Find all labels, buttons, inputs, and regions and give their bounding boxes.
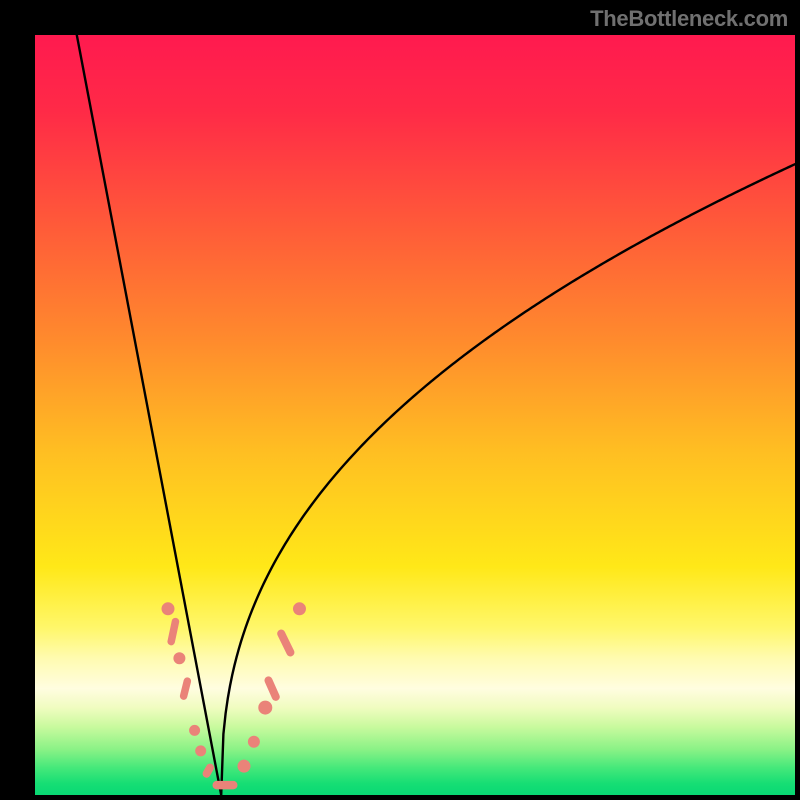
curve-marker [293,603,305,615]
curve-marker [238,760,250,772]
curve-marker [259,701,272,714]
curve-marker [190,725,200,735]
chart-container: TheBottleneck.com [0,0,800,800]
curve-marker [213,781,237,789]
curve-marker [196,746,206,756]
curve-marker [162,603,174,615]
curve-marker [174,653,185,664]
curve-marker [248,736,259,747]
chart-svg [35,35,795,795]
watermark-label: TheBottleneck.com [590,6,788,32]
plot-area [35,35,795,795]
